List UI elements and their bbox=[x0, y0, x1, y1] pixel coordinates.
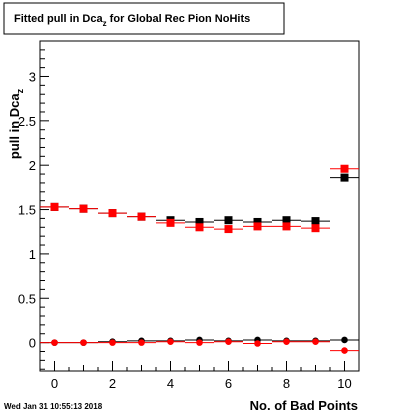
data-point-square bbox=[253, 222, 262, 231]
data-point-circle bbox=[283, 338, 290, 346]
data-point-square bbox=[282, 216, 291, 225]
y-tick-label: 3 bbox=[29, 69, 36, 84]
data-point-square bbox=[282, 222, 291, 231]
title-box bbox=[3, 2, 285, 35]
data-point-circle bbox=[80, 339, 87, 346]
x-axis-ticks: 0 2 4 6 8 10 bbox=[51, 361, 352, 391]
data-point-square bbox=[311, 217, 320, 226]
data-point-square bbox=[108, 209, 117, 218]
data-point-square bbox=[50, 202, 59, 211]
x-tick-label: 2 bbox=[109, 376, 116, 391]
data-point-square bbox=[224, 225, 233, 234]
data-marks bbox=[40, 164, 359, 354]
data-point-circle bbox=[167, 338, 174, 346]
data-point-square bbox=[166, 218, 175, 227]
data-point-circle bbox=[51, 339, 58, 346]
plot-frame bbox=[39, 40, 360, 372]
y-axis-label: pull in Dcaz bbox=[7, 88, 25, 159]
data-point-square bbox=[224, 216, 233, 225]
data-point-square bbox=[311, 224, 320, 233]
data-point-circle bbox=[341, 336, 348, 344]
data-point-circle bbox=[225, 338, 232, 346]
data-point-circle bbox=[312, 338, 319, 346]
timestamp: Wed Jan 31 10:55:13 2018 bbox=[4, 402, 103, 411]
chart-title: Fitted pull in Dcaz for Global Rec Pion … bbox=[14, 13, 250, 28]
y-tick-label: 2.5 bbox=[18, 114, 36, 129]
x-axis-label: No. of Bad Points bbox=[250, 398, 358, 413]
data-point-square bbox=[79, 204, 88, 213]
data-point-circle bbox=[341, 347, 348, 354]
x-tick-label: 10 bbox=[337, 376, 351, 391]
y-tick-label: 0 bbox=[29, 336, 36, 351]
x-tick-label: 8 bbox=[283, 376, 290, 391]
data-point-square bbox=[340, 173, 349, 182]
data-point-circle bbox=[138, 339, 145, 346]
data-point-square bbox=[195, 217, 204, 226]
x-tick-label: 4 bbox=[167, 376, 174, 391]
data-point-square bbox=[340, 164, 349, 173]
data-point-square bbox=[137, 212, 146, 221]
x-tick-label: 6 bbox=[225, 376, 232, 391]
data-point-square bbox=[253, 217, 262, 226]
y-tick-label: 1.5 bbox=[18, 203, 36, 218]
y-tick-label: 0.5 bbox=[18, 291, 36, 306]
data-point-circle bbox=[196, 339, 203, 346]
y-tick-label: 1 bbox=[29, 247, 36, 262]
x-tick-label: 0 bbox=[51, 376, 58, 391]
y-tick-label: 2 bbox=[29, 158, 36, 173]
data-point-circle bbox=[109, 339, 116, 346]
data-point-circle bbox=[254, 340, 261, 347]
data-point-square bbox=[195, 223, 204, 232]
